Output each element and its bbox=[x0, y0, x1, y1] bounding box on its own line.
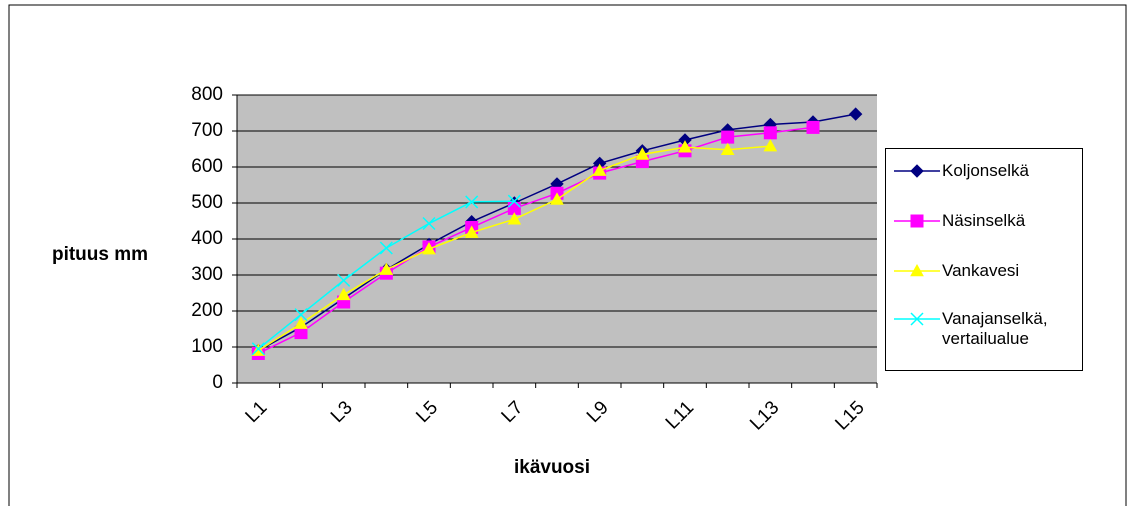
legend-label: Näsinselkä bbox=[942, 211, 1026, 230]
marker bbox=[507, 212, 522, 225]
legend-swatch bbox=[894, 312, 940, 326]
y-tick-label: 200 bbox=[191, 300, 223, 321]
legend-item: Vankavesi bbox=[892, 261, 1072, 281]
marker bbox=[379, 262, 394, 275]
marker bbox=[806, 120, 820, 134]
marker bbox=[507, 194, 521, 208]
marker bbox=[910, 214, 924, 228]
marker bbox=[721, 130, 735, 144]
legend-item: Koljonselkä bbox=[892, 161, 1072, 181]
marker bbox=[763, 139, 778, 152]
marker bbox=[379, 241, 393, 255]
y-tick-label: 0 bbox=[212, 372, 223, 393]
legend-swatch bbox=[894, 214, 940, 228]
marker bbox=[550, 192, 564, 205]
legend-swatch bbox=[894, 263, 940, 277]
marker bbox=[763, 126, 777, 140]
marker bbox=[635, 147, 650, 160]
marker bbox=[678, 140, 692, 153]
y-tick-label: 800 bbox=[191, 84, 223, 105]
marker bbox=[422, 216, 436, 231]
marker bbox=[464, 225, 479, 238]
marker bbox=[294, 316, 308, 329]
marker bbox=[294, 308, 308, 322]
legend-label: Vanajanselkä, vertailualue bbox=[942, 309, 1048, 348]
series-line bbox=[258, 126, 814, 355]
legend-item: Vanajanselkä, vertailualue bbox=[892, 309, 1072, 349]
marker bbox=[720, 142, 735, 156]
marker bbox=[910, 312, 924, 326]
y-tick-label: 100 bbox=[191, 336, 223, 357]
legend-label: Koljonselkä bbox=[942, 161, 1029, 180]
y-tick-label: 500 bbox=[191, 192, 223, 213]
marker bbox=[592, 163, 607, 176]
x-axis-label: ikävuosi bbox=[514, 457, 590, 478]
y-axis-label: pituus mm bbox=[52, 244, 148, 265]
marker bbox=[910, 164, 924, 178]
legend: Koljonselkä Näsinselkä Vankavesi Vanajansel… bbox=[885, 148, 1083, 371]
legend-item: Näsinselkä bbox=[892, 211, 1072, 231]
marker bbox=[251, 342, 265, 356]
y-tick-label: 300 bbox=[191, 264, 223, 285]
y-tick-label: 400 bbox=[191, 228, 223, 249]
marker bbox=[465, 195, 479, 209]
marker bbox=[337, 273, 351, 287]
y-tick-label: 600 bbox=[191, 156, 223, 177]
marker bbox=[848, 107, 863, 121]
marker bbox=[422, 242, 436, 255]
legend-label: Vankavesi bbox=[942, 261, 1020, 280]
legend-swatch bbox=[894, 164, 940, 178]
marker bbox=[910, 263, 924, 277]
y-tick-label: 700 bbox=[191, 120, 223, 141]
marker bbox=[336, 287, 351, 301]
